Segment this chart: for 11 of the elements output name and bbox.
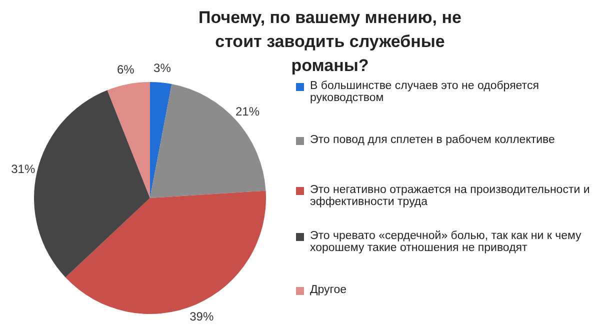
data-label: 31% <box>11 162 36 176</box>
data-label: 21% <box>236 104 260 118</box>
data-label: 39% <box>190 310 214 324</box>
legend-label: Это негативно отражается на производительности и эффективности труда <box>310 184 591 208</box>
data-label: 3% <box>154 60 172 75</box>
legend-label: Другое <box>310 284 347 296</box>
legend-label: Это чревато «сердечной» болью, так как ни к чему хорошему такие отношения не приводят <box>310 230 582 254</box>
data-label: 6% <box>116 62 135 77</box>
legend-label: В большинстве случаев это не одобряется руководством <box>310 80 540 104</box>
legend-label: Это повод для сплетен в рабочем коллективе <box>310 134 555 146</box>
chart-title: Почему, по вашему мнению, не стоит заводить служебные романы? <box>198 7 462 77</box>
